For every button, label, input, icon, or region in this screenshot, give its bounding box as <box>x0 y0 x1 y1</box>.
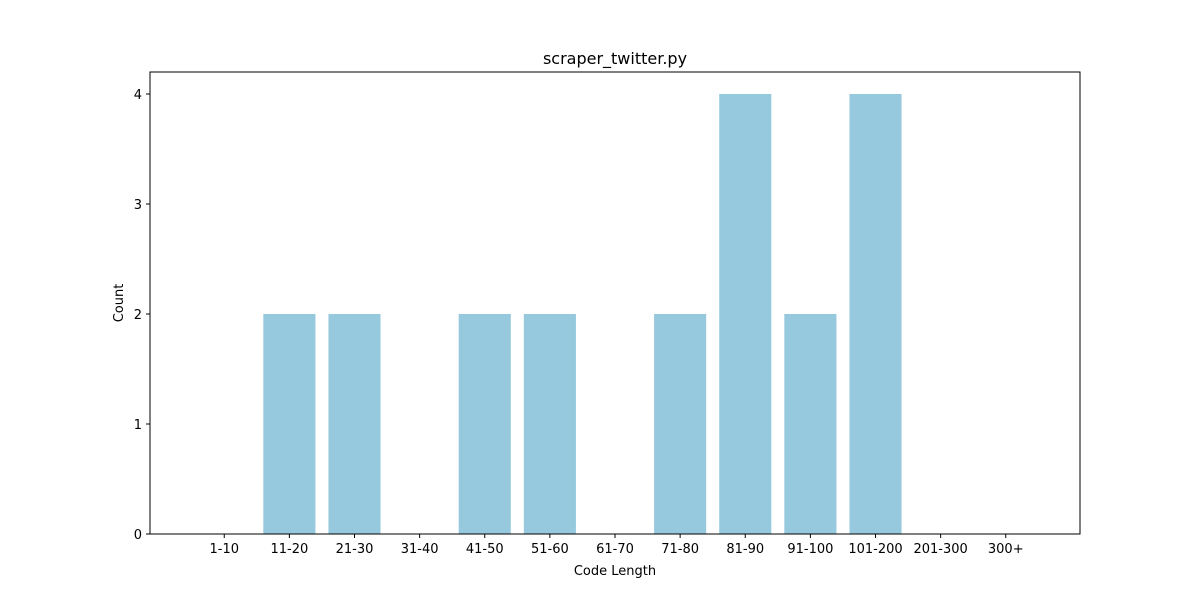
x-tick-label: 201-300 <box>913 542 967 557</box>
x-tick-label: 21-30 <box>336 542 374 557</box>
x-tick-label: 101-200 <box>848 542 902 557</box>
y-tick-label: 2 <box>134 308 142 323</box>
y-tick-label: 1 <box>134 418 142 433</box>
x-tick-label: 91-100 <box>787 542 833 557</box>
x-tick-label: 81-90 <box>726 542 764 557</box>
bar-101-200 <box>849 94 902 534</box>
x-axis-ticks: 1-10 11-20 21-30 31-40 41-50 51-60 61-70 71-80 8… <box>209 534 1024 557</box>
chart-title: scraper_twitter.py <box>543 49 687 69</box>
x-tick-label: 51-60 <box>531 542 569 557</box>
bar-21-30 <box>328 314 381 534</box>
bar-81-90 <box>719 94 772 534</box>
y-axis-ticks: 0 1 2 3 4 <box>134 88 150 543</box>
y-tick-label: 0 <box>134 528 142 543</box>
x-tick-label: 41-50 <box>466 542 504 557</box>
x-tick-label: 61-70 <box>596 542 634 557</box>
x-tick-label: 300+ <box>988 542 1024 557</box>
bar-41-50 <box>458 314 511 534</box>
bar-11-20 <box>263 314 316 534</box>
y-tick-label: 4 <box>134 88 142 103</box>
x-tick-label: 1-10 <box>209 542 239 557</box>
bars-layer <box>263 94 902 534</box>
y-axis-label: Count <box>112 284 127 323</box>
y-tick-label: 3 <box>134 198 142 213</box>
x-tick-label: 11-20 <box>270 542 308 557</box>
bar-51-60 <box>523 314 576 534</box>
bar-91-100 <box>784 314 837 534</box>
x-tick-label: 71-80 <box>661 542 699 557</box>
bar-71-80 <box>654 314 707 534</box>
x-axis-label: Code Length <box>574 564 656 579</box>
x-tick-label: 31-40 <box>401 542 439 557</box>
